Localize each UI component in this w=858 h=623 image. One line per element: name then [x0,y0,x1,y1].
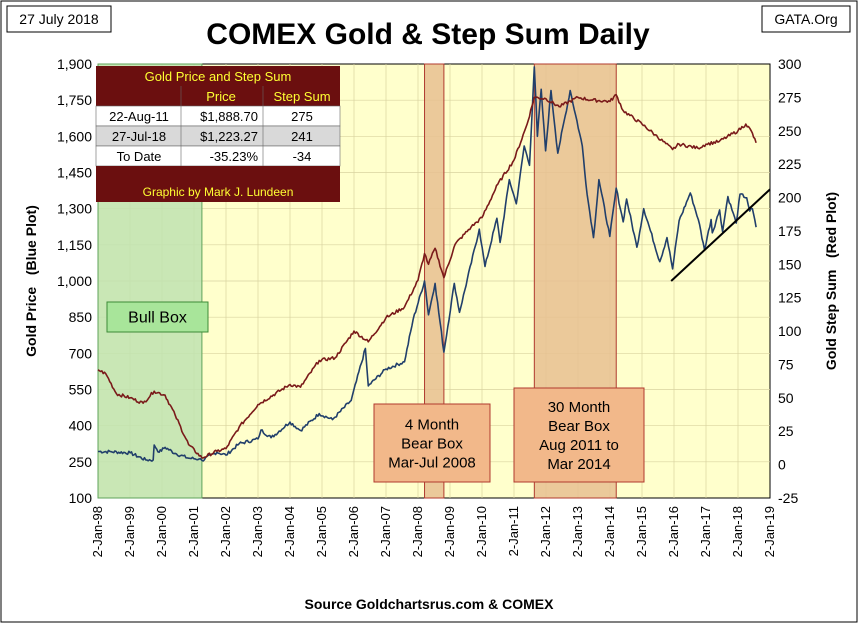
x-tick-label: 2-Jan-03 [250,506,265,557]
series-layer [97,66,757,462]
y-right-tick-label: 0 [778,457,786,473]
box-labels: Bull Box 4 Month Bear Box Mar-Jul 2008 30 Mo… [106,301,645,483]
table-row-3-price: -35.23% [210,149,259,164]
y-right-tick-label: 100 [778,323,802,339]
y-left-tick-label: 1,900 [57,56,92,72]
source-label: Source Goldchartsrus.com & COMEX [305,596,555,612]
table-row-3-label: To Date [117,149,162,164]
x-tick-label: 2-Jan-07 [378,506,393,557]
y-right-tick-label: 150 [778,256,802,272]
y-right-tick-label: 200 [778,190,802,206]
table-header-bg [96,86,340,106]
site-label-box [761,5,851,33]
y-right-tick-label: 300 [778,56,802,72]
bear-box-2011-label-line: Bear Box [548,418,610,435]
y-left-tick-label: 400 [69,418,93,434]
table-header-price: Price [206,89,236,104]
y-left-tick-label: 1,600 [57,128,92,144]
y-left-tick-label: 700 [69,345,93,361]
x-tick-label: 2-Jan-17 [698,506,713,557]
y-left-tick-label: 550 [69,382,93,398]
y-left-title: Gold Price (Blue Plot) [23,205,39,357]
bear-box-2011-label-line: Aug 2011 to [539,437,619,454]
x-tick-label: 2-Jan-09 [442,506,457,557]
x-tick-label: 2-Jan-10 [474,506,489,557]
y-left-tick-label: 250 [69,454,93,470]
table-spacer-bg [96,166,340,182]
x-tick-label: 2-Jan-08 [410,506,425,557]
y-right-tick-label: -25 [778,490,798,506]
x-tick-label: 2-Jan-06 [346,506,361,557]
x-tick-label: 2-Jan-02 [218,506,233,557]
bear-box-2008-label-line: Mar-Jul 2008 [388,454,476,471]
y-left-tick-label: 1,150 [57,237,92,253]
y-left-tick-label: 850 [69,309,93,325]
trendline-layer [670,188,771,282]
x-tick-label: 2-Jan-01 [186,506,201,557]
table-title: Gold Price and Step Sum [145,69,292,84]
y-right-tick-label: 250 [778,123,802,139]
x-tick-label: 2-Jan-99 [122,506,137,557]
x-tick-label: 2-Jan-14 [602,506,617,557]
y-left-tick-label: 100 [69,490,93,506]
y-right-tick-label: 175 [778,223,802,239]
y-right-tick-label: 275 [778,89,802,105]
table-row-2-price: $1,223.27 [200,129,258,144]
bear-box-2011-callout [513,387,645,483]
bear-box-2008-callout [373,403,491,483]
y-left-tick-label: 1,450 [57,165,92,181]
step-sum-line [97,93,757,459]
table-row-2-stepsum: 241 [291,129,313,144]
table-footer: Graphic by Mark J. Lundeen [143,185,294,199]
x-tick-label: 2-Jan-19 [762,506,777,557]
table-header-stepsum: Step Sum [273,89,330,104]
x-tick-label: 2-Jan-04 [282,506,297,557]
y-left-tick-label: 1,300 [57,201,92,217]
bull-box-callout [106,301,209,333]
y-left-tick-label: 1,750 [57,92,92,108]
table-footer-bg [96,182,340,202]
x-tick-label: 2-Jan-18 [730,506,745,557]
summary-table: Gold Price and Step Sum Price Step Sum 2… [95,66,341,202]
support-trendline [670,188,771,282]
table-row-2-label: 27-Jul-18 [112,129,166,144]
x-tick-label: 2-Jan-15 [634,506,649,557]
y-left-tick-label: 1,000 [57,273,92,289]
y-right-tick-label: 225 [778,156,802,172]
bear-box-2011-label-line: 30 Month [548,399,611,416]
bull-box-label-line: Bull Box [128,310,187,327]
bear-box-2008-label-line: 4 Month [405,416,459,433]
x-tick-label: 2-Jan-05 [314,506,329,557]
y-right-tick-label: 25 [778,423,794,439]
chart-title: COMEX Gold & Step Sum Daily [206,18,650,51]
table-row-1-stepsum: 275 [291,109,313,124]
date-label-box [6,5,112,33]
axis-labels: 1002504005507008501,0001,1501,3001,4501,… [57,56,802,557]
y-right-tick-label: 125 [778,290,802,306]
y-right-tick-label: 50 [778,390,794,406]
site-label: GATA.Org [774,11,837,27]
table-row-1-label: 22-Aug-11 [109,109,169,124]
x-tick-label: 2-Jan-98 [90,506,105,557]
x-tick-label: 2-Jan-13 [570,506,585,557]
x-tick-label: 2-Jan-11 [506,506,521,556]
gold-price-line [98,66,757,462]
table-row-1-price: $1,888.70 [200,109,258,124]
x-tick-label: 2-Jan-16 [666,506,681,557]
y-right-title: Gold Step Sum (Red Plot) [823,192,839,370]
table-title-bg [96,66,340,86]
x-tick-label: 2-Jan-00 [154,506,169,557]
bear-box-2011-label-line: Mar 2014 [547,456,610,473]
x-tick-label: 2-Jan-12 [538,506,553,557]
y-right-tick-label: 75 [778,356,794,372]
bear-box-2008-label-line: Bear Box [401,435,463,452]
date-label: 27 July 2018 [19,11,99,27]
table-row-3-stepsum: -34 [293,149,312,164]
